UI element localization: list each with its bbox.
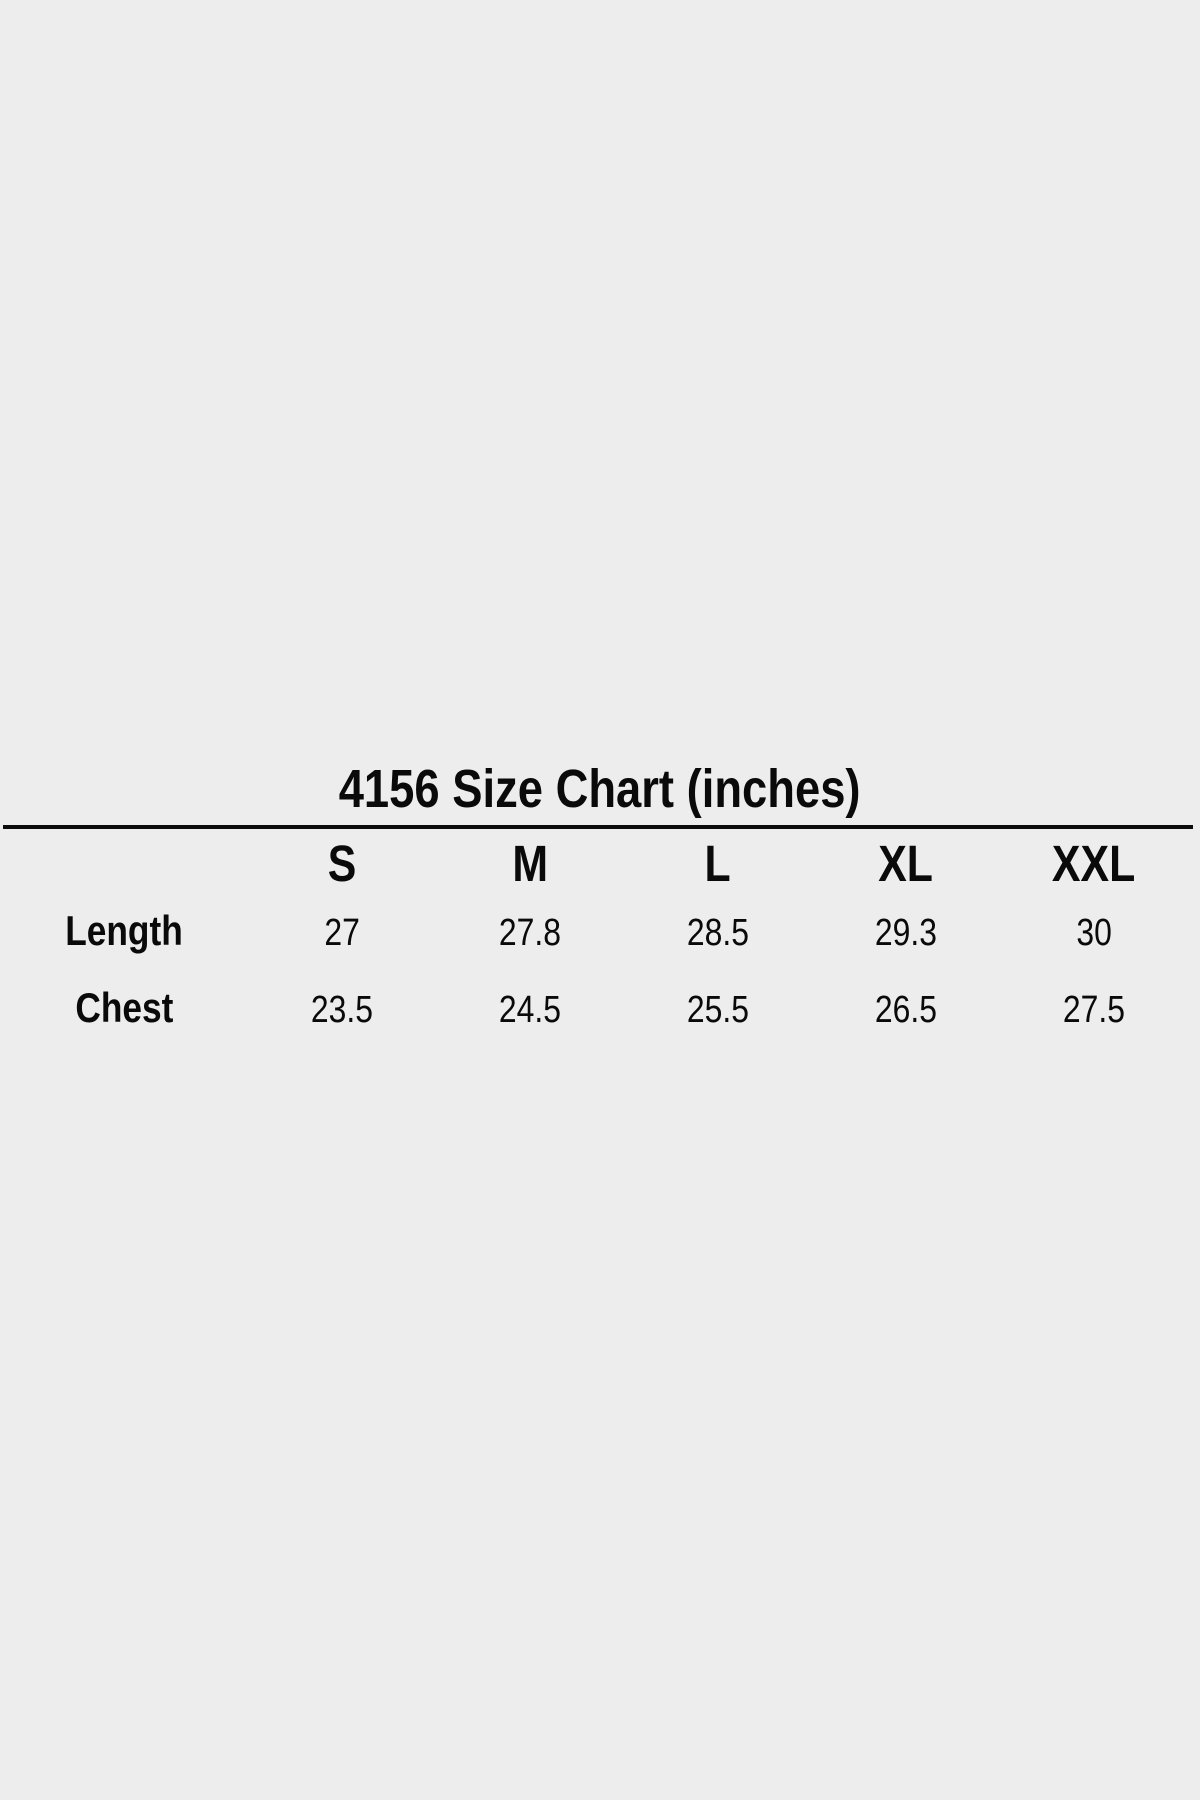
length-value-m: 27.8 bbox=[436, 914, 624, 952]
chest-value-xl: 26.5 bbox=[812, 991, 1000, 1029]
col-header-xxl-label: XXL bbox=[1052, 835, 1136, 892]
chest-value-xxl: 27.5 bbox=[1000, 991, 1188, 1029]
size-header-row: S M L XL XXL bbox=[0, 838, 1188, 889]
length-value-s-text: 27 bbox=[324, 912, 360, 954]
title-divider-line bbox=[3, 825, 1193, 829]
chest-value-m: 24.5 bbox=[436, 991, 624, 1029]
row-label-length-text: Length bbox=[65, 907, 183, 954]
chest-value-s: 23.5 bbox=[248, 991, 436, 1029]
chest-value-l: 25.5 bbox=[624, 991, 812, 1029]
col-header-s: S bbox=[248, 838, 436, 889]
col-header-m: M bbox=[436, 838, 624, 889]
chest-value-xxl-text: 27.5 bbox=[1062, 989, 1126, 1031]
size-chart-title-text: 4156 Size Chart (inches) bbox=[339, 759, 861, 819]
table-row-length: Length 27 27.8 28.5 29.3 30 bbox=[0, 910, 1188, 953]
row-label-chest-text: Chest bbox=[74, 984, 174, 1031]
table-row-chest: Chest 23.5 24.5 25.5 26.5 27.5 bbox=[0, 987, 1188, 1030]
col-header-l: L bbox=[624, 838, 812, 889]
length-value-l: 28.5 bbox=[624, 914, 812, 952]
chest-value-s-text: 23.5 bbox=[310, 989, 374, 1031]
length-value-m-text: 27.8 bbox=[498, 912, 562, 954]
row-label-chest: Chest bbox=[0, 987, 248, 1029]
length-value-xxl: 30 bbox=[1000, 914, 1188, 952]
chest-value-xl-text: 26.5 bbox=[874, 989, 938, 1031]
col-header-xl: XL bbox=[812, 838, 1000, 889]
col-header-m-label: M bbox=[512, 835, 548, 892]
length-value-s: 27 bbox=[248, 914, 436, 952]
col-header-l-label: L bbox=[704, 835, 732, 892]
col-header-xxl: XXL bbox=[1000, 838, 1188, 889]
length-value-xl-text: 29.3 bbox=[874, 912, 938, 954]
chest-value-l-text: 25.5 bbox=[686, 989, 750, 1031]
col-header-s-label: S bbox=[327, 835, 357, 892]
length-value-xl: 29.3 bbox=[812, 914, 1000, 952]
col-header-xl-label: XL bbox=[878, 835, 934, 892]
length-value-xxl-text: 30 bbox=[1076, 912, 1112, 954]
chest-value-m-text: 24.5 bbox=[498, 989, 562, 1031]
size-chart-title: 4156 Size Chart (inches) bbox=[0, 762, 1200, 816]
row-label-length: Length bbox=[0, 910, 248, 952]
length-value-l-text: 28.5 bbox=[686, 912, 750, 954]
